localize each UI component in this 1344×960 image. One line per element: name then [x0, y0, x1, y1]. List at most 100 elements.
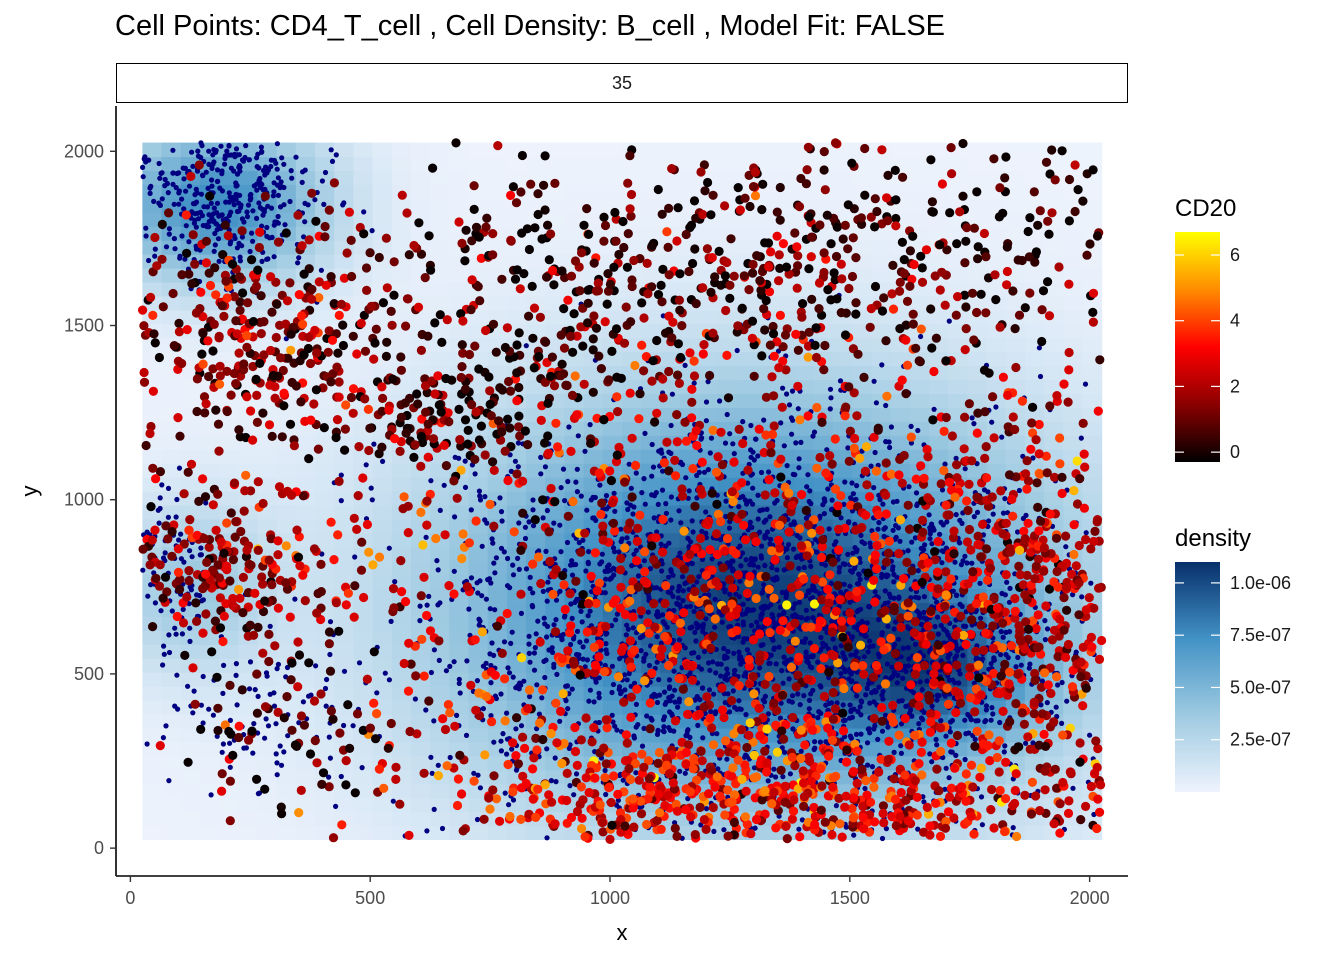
b-cell-point: [557, 588, 563, 594]
density-cell: [276, 212, 297, 227]
density-cell: [583, 142, 604, 158]
density-cell: [660, 477, 681, 492]
density-cell: [526, 769, 546, 785]
density-cell: [180, 337, 201, 353]
density-cell: [430, 170, 450, 185]
density-cell: [276, 504, 297, 520]
density-cell: [391, 672, 412, 687]
density-cell: [142, 184, 163, 199]
b-cell-point: [447, 663, 453, 670]
b-cell-point: [858, 606, 864, 612]
density-cell: [1082, 435, 1103, 450]
density-cell: [430, 672, 450, 687]
density-cell: [487, 477, 508, 492]
b-cell-point: [978, 794, 985, 800]
density-cell: [372, 463, 393, 478]
b-cell-point: [876, 520, 882, 526]
b-cell-point: [990, 511, 996, 517]
b-cell-point: [327, 619, 334, 625]
b-cell-point: [573, 479, 579, 485]
b-cell-point: [913, 490, 920, 496]
b-cell-point: [780, 385, 786, 391]
density-cell: [602, 421, 623, 436]
b-cell-point: [578, 493, 584, 499]
density-cell: [1063, 323, 1084, 339]
density-cell: [967, 268, 988, 283]
b-cell-point: [801, 693, 807, 699]
b-cell-point: [851, 832, 857, 838]
b-cell-point: [725, 671, 731, 677]
b-cell-point: [630, 625, 636, 631]
b-cell-point: [781, 654, 787, 660]
density-cell: [1044, 295, 1064, 311]
density-cell: [583, 700, 604, 715]
density-cell: [1063, 407, 1084, 422]
density-cell: [602, 142, 623, 158]
b-cell-point: [452, 514, 458, 520]
density-cell: [219, 449, 239, 464]
b-cell-point: [574, 466, 580, 472]
density-cell: [928, 254, 949, 269]
density-cell: [506, 574, 527, 590]
density-cell: [142, 825, 163, 841]
b-cell-point: [610, 681, 617, 688]
b-cell-point: [680, 574, 686, 580]
b-cell-point: [622, 687, 628, 693]
b-cell-point: [356, 660, 363, 666]
b-cell-point: [828, 700, 835, 706]
density-cell: [622, 421, 642, 436]
b-cell-point: [515, 555, 521, 562]
b-cell-point: [1059, 679, 1065, 686]
b-cell-point: [531, 667, 538, 673]
density-cell: [717, 212, 738, 227]
density-cell: [622, 156, 642, 172]
b-cell-point: [1063, 544, 1069, 550]
density-cell: [487, 212, 508, 227]
density-cell: [1024, 379, 1045, 395]
density-cell: [506, 825, 527, 841]
density-cell: [372, 198, 393, 213]
density-cell: [276, 254, 297, 269]
density-cell: [219, 686, 239, 701]
b-cell-point: [885, 623, 891, 629]
b-cell-point: [1002, 743, 1008, 749]
b-cell-point: [543, 657, 549, 663]
b-cell-point: [474, 678, 480, 684]
density-cell: [717, 142, 738, 158]
b-cell-point: [891, 579, 897, 585]
density-cell: [353, 142, 374, 158]
b-cell-point: [840, 561, 847, 567]
b-cell-point: [740, 419, 746, 425]
density-cell: [180, 672, 201, 687]
density-cell: [142, 769, 163, 785]
density-cell: [161, 727, 182, 743]
b-cell-point: [667, 709, 673, 715]
density-cell: [238, 658, 259, 673]
b-cell-point: [487, 606, 493, 612]
b-cell-point: [1064, 698, 1070, 704]
b-cell-point: [873, 400, 880, 406]
density-cell: [948, 156, 968, 172]
density-cell: [315, 504, 335, 520]
density-cell: [295, 825, 316, 841]
b-cell-point: [540, 515, 546, 521]
b-cell-point: [879, 632, 885, 638]
b-cell-point: [818, 647, 824, 653]
b-cell-point: [676, 699, 682, 705]
density-cell: [928, 435, 949, 450]
density-cell: [238, 811, 259, 827]
b-cell-point: [654, 634, 660, 640]
b-cell-point: [685, 535, 691, 542]
b-cell-point: [530, 604, 536, 610]
b-cell-point: [805, 588, 812, 594]
density-cell: [180, 797, 201, 813]
b-cell-point: [900, 645, 906, 651]
density-cell: [506, 449, 527, 464]
b-cell-point: [624, 677, 630, 683]
density-cell: [1082, 184, 1103, 199]
density-cell: [449, 560, 470, 576]
b-cell-point: [767, 536, 774, 543]
density-cell: [1024, 156, 1045, 172]
b-cell-point: [371, 441, 377, 447]
density-cell: [391, 337, 412, 353]
